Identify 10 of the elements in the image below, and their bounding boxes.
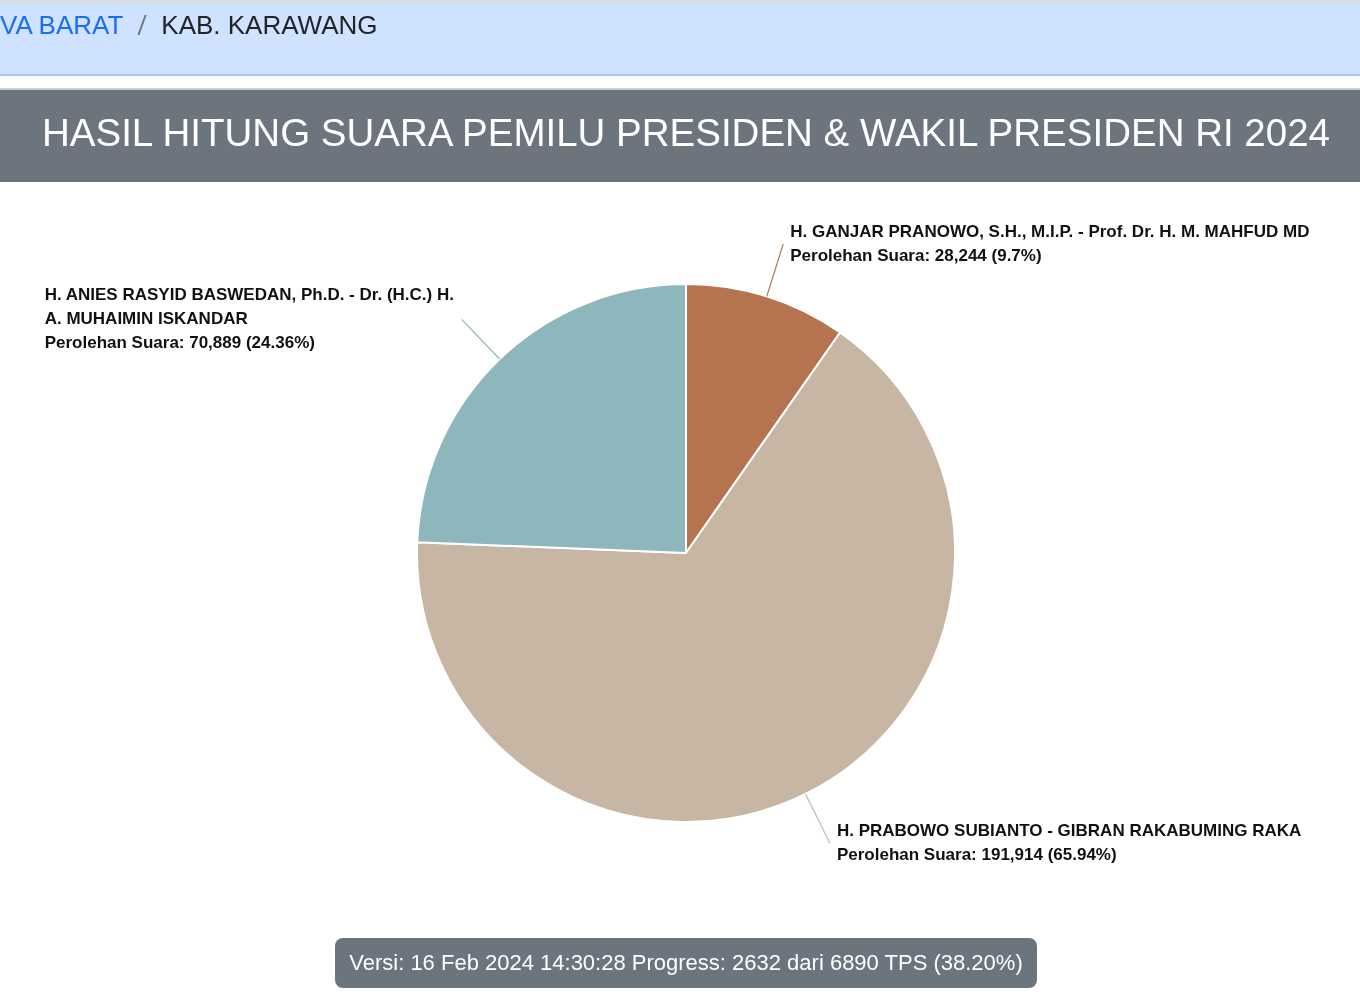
data-label: Perolehan Suara: 28,244 (9.7%) (790, 245, 1042, 265)
text: KAB. KARAWANG (161, 10, 378, 40)
chart-title: HASIL HITUNG SUARA PEMILU PRESIDEN & WAKIL PRESIDEN RI 2024 (41, 110, 1331, 156)
slice-label: H. PRABOWO SUBIANTO - GIBRAN RAKABUMING RAKA (836, 820, 1302, 840)
data-label: Perolehan Suara: 191,914 (65.94%) (836, 844, 1117, 864)
text: Versi: 16 Feb 2024 14:30:28 Progress: 2632 dari 6890 TPS (38.20%) (335, 938, 1037, 988)
text: VA BARAT (0, 10, 124, 40)
slice-label: H. ANIES RASYID BASWEDAN, Ph.D. - Dr. (H.C.) H. A. MUHAIMIN ISKANDAR (44, 285, 454, 328)
data-label: Perolehan Suara: 70,889 (24.36%) (44, 333, 315, 352)
slice-label: H. GANJAR PRANOWO, S.H., M.I.P. - Prof. Dr. H. M. MAHFUD MD (790, 221, 1310, 241)
